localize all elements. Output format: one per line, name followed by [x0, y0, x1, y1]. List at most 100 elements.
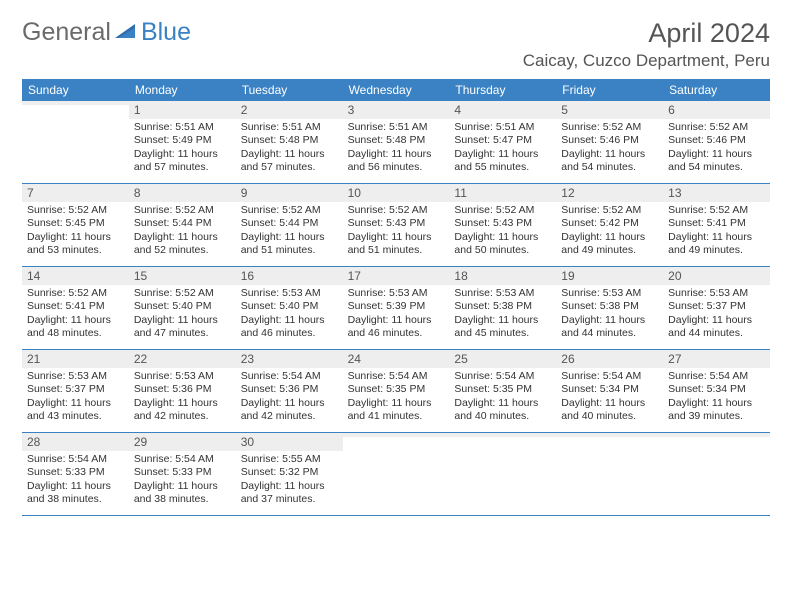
title-block: April 2024 Caicay, Cuzco Department, Per…	[523, 18, 770, 71]
header: General Blue April 2024 Caicay, Cuzco De…	[22, 18, 770, 71]
day-number: 23	[236, 350, 343, 368]
day-number: 1	[129, 101, 236, 119]
month-title: April 2024	[523, 18, 770, 49]
location: Caicay, Cuzco Department, Peru	[523, 51, 770, 71]
calendar-cell: 17Sunrise: 5:53 AMSunset: 5:39 PMDayligh…	[343, 267, 450, 349]
calendar-cell: 20Sunrise: 5:53 AMSunset: 5:37 PMDayligh…	[663, 267, 770, 349]
day-number: 12	[556, 184, 663, 202]
calendar-cell: 15Sunrise: 5:52 AMSunset: 5:40 PMDayligh…	[129, 267, 236, 349]
sunset-text: Sunset: 5:46 PM	[668, 134, 765, 147]
daylight-text: Daylight: 11 hours and 38 minutes.	[134, 480, 231, 507]
day-number: 22	[129, 350, 236, 368]
daylight-text: Daylight: 11 hours and 43 minutes.	[27, 397, 124, 424]
cell-body: Sunrise: 5:52 AMSunset: 5:45 PMDaylight:…	[22, 202, 129, 262]
sunset-text: Sunset: 5:44 PM	[241, 217, 338, 230]
sunrise-text: Sunrise: 5:53 AM	[134, 370, 231, 383]
daylight-text: Daylight: 11 hours and 56 minutes.	[348, 148, 445, 175]
day-number: 21	[22, 350, 129, 368]
sunset-text: Sunset: 5:46 PM	[561, 134, 658, 147]
day-number: 16	[236, 267, 343, 285]
day-header-thu: Thursday	[449, 79, 556, 101]
calendar-cell	[449, 433, 556, 515]
sunset-text: Sunset: 5:39 PM	[348, 300, 445, 313]
day-number	[556, 433, 663, 437]
day-header-sat: Saturday	[663, 79, 770, 101]
day-number	[22, 101, 129, 105]
daylight-text: Daylight: 11 hours and 51 minutes.	[348, 231, 445, 258]
calendar-cell: 13Sunrise: 5:52 AMSunset: 5:41 PMDayligh…	[663, 184, 770, 266]
daylight-text: Daylight: 11 hours and 57 minutes.	[134, 148, 231, 175]
day-header-mon: Monday	[129, 79, 236, 101]
day-number: 9	[236, 184, 343, 202]
sunrise-text: Sunrise: 5:52 AM	[561, 121, 658, 134]
sunrise-text: Sunrise: 5:53 AM	[454, 287, 551, 300]
cell-body: Sunrise: 5:53 AMSunset: 5:36 PMDaylight:…	[129, 368, 236, 428]
sunset-text: Sunset: 5:43 PM	[454, 217, 551, 230]
cell-body: Sunrise: 5:53 AMSunset: 5:39 PMDaylight:…	[343, 285, 450, 345]
sunset-text: Sunset: 5:41 PM	[668, 217, 765, 230]
daylight-text: Daylight: 11 hours and 45 minutes.	[454, 314, 551, 341]
sunset-text: Sunset: 5:40 PM	[134, 300, 231, 313]
day-number: 8	[129, 184, 236, 202]
daylight-text: Daylight: 11 hours and 39 minutes.	[668, 397, 765, 424]
calendar-cell: 11 Sunrise: 5:52 AMSunset: 5:43 PMDayligh…	[449, 184, 556, 266]
calendar-cell: 27Sunrise: 5:54 AMSunset: 5:34 PMDayligh…	[663, 350, 770, 432]
day-number	[449, 433, 556, 437]
calendar-cell: 18Sunrise: 5:53 AMSunset: 5:38 PMDayligh…	[449, 267, 556, 349]
sunset-text: Sunset: 5:48 PM	[348, 134, 445, 147]
calendar: Sunday Monday Tuesday Wednesday Thursday…	[22, 79, 770, 516]
cell-body: Sunrise: 5:53 AMSunset: 5:38 PMDaylight:…	[449, 285, 556, 345]
sunset-text: Sunset: 5:45 PM	[27, 217, 124, 230]
calendar-cell: 3Sunrise: 5:51 AMSunset: 5:48 PMDaylight…	[343, 101, 450, 183]
sunrise-text: Sunrise: 5:51 AM	[348, 121, 445, 134]
day-number: 19	[556, 267, 663, 285]
sunset-text: Sunset: 5:37 PM	[668, 300, 765, 313]
daylight-text: Daylight: 11 hours and 42 minutes.	[134, 397, 231, 424]
day-number: 10	[343, 184, 450, 202]
sunrise-text: Sunrise: 5:52 AM	[134, 204, 231, 217]
day-number: 27	[663, 350, 770, 368]
day-number: 17	[343, 267, 450, 285]
sunrise-text: Sunrise: 5:54 AM	[134, 453, 231, 466]
cell-body: Sunrise: 5:51 AMSunset: 5:48 PMDaylight:…	[343, 119, 450, 179]
day-header-sun: Sunday	[22, 79, 129, 101]
daylight-text: Daylight: 11 hours and 41 minutes.	[348, 397, 445, 424]
calendar-cell	[663, 433, 770, 515]
sunrise-text: Sunrise: 5:53 AM	[561, 287, 658, 300]
calendar-cell: 28Sunrise: 5:54 AMSunset: 5:33 PMDayligh…	[22, 433, 129, 515]
cell-body: Sunrise: 5:52 AMSunset: 5:44 PMDaylight:…	[236, 202, 343, 262]
day-headers: Sunday Monday Tuesday Wednesday Thursday…	[22, 79, 770, 101]
sunrise-text: Sunrise: 5:52 AM	[348, 204, 445, 217]
calendar-cell: 22Sunrise: 5:53 AMSunset: 5:36 PMDayligh…	[129, 350, 236, 432]
sunset-text: Sunset: 5:49 PM	[134, 134, 231, 147]
sunset-text: Sunset: 5:38 PM	[454, 300, 551, 313]
daylight-text: Daylight: 11 hours and 53 minutes.	[27, 231, 124, 258]
calendar-cell: 8Sunrise: 5:52 AMSunset: 5:44 PMDaylight…	[129, 184, 236, 266]
calendar-cell: 10Sunrise: 5:52 AMSunset: 5:43 PMDayligh…	[343, 184, 450, 266]
sunrise-text: Sunrise: 5:52 AM	[454, 204, 551, 217]
sunrise-text: Sunrise: 5:52 AM	[27, 287, 124, 300]
cell-body: Sunrise: 5:54 AMSunset: 5:33 PMDaylight:…	[22, 451, 129, 511]
sunset-text: Sunset: 5:42 PM	[561, 217, 658, 230]
calendar-cell	[556, 433, 663, 515]
sunrise-text: Sunrise: 5:51 AM	[241, 121, 338, 134]
sunrise-text: Sunrise: 5:52 AM	[668, 204, 765, 217]
day-number: 5	[556, 101, 663, 119]
daylight-text: Daylight: 11 hours and 50 minutes.	[454, 231, 551, 258]
calendar-cell: 2Sunrise: 5:51 AMSunset: 5:48 PMDaylight…	[236, 101, 343, 183]
sunrise-text: Sunrise: 5:53 AM	[27, 370, 124, 383]
sunset-text: Sunset: 5:44 PM	[134, 217, 231, 230]
cell-body: Sunrise: 5:52 AMSunset: 5:46 PMDaylight:…	[663, 119, 770, 179]
calendar-cell	[22, 101, 129, 183]
cell-body: Sunrise: 5:52 AMSunset: 5:41 PMDaylight:…	[22, 285, 129, 345]
cell-body: Sunrise: 5:53 AMSunset: 5:38 PMDaylight:…	[556, 285, 663, 345]
sunset-text: Sunset: 5:40 PM	[241, 300, 338, 313]
calendar-cell: 21Sunrise: 5:53 AMSunset: 5:37 PMDayligh…	[22, 350, 129, 432]
day-number: 11	[449, 184, 556, 202]
sunset-text: Sunset: 5:47 PM	[454, 134, 551, 147]
calendar-cell: 4Sunrise: 5:51 AMSunset: 5:47 PMDaylight…	[449, 101, 556, 183]
day-header-wed: Wednesday	[343, 79, 450, 101]
calendar-cell: 9Sunrise: 5:52 AMSunset: 5:44 PMDaylight…	[236, 184, 343, 266]
cell-body: Sunrise: 5:53 AMSunset: 5:40 PMDaylight:…	[236, 285, 343, 345]
day-number: 4	[449, 101, 556, 119]
